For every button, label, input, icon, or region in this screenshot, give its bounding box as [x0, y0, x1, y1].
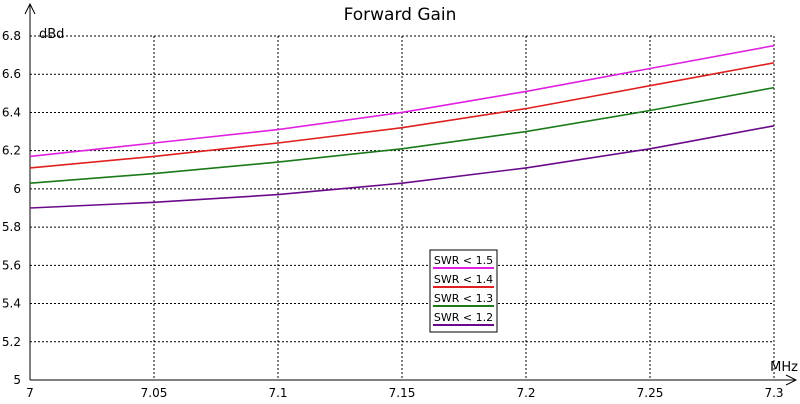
y-axis-label: dBd	[39, 27, 64, 42]
x-axis-arrow	[785, 374, 798, 386]
y-tick-label: 6.2	[2, 144, 21, 158]
y-tick-label: 5	[13, 373, 21, 387]
axes	[24, 2, 798, 386]
y-tick-label: 5.8	[2, 220, 21, 234]
legend-box	[429, 249, 498, 333]
x-axis-label: MHz	[770, 360, 798, 375]
x-tick-label: 7.2	[516, 386, 535, 400]
x-tick-label: 7.25	[637, 386, 664, 400]
x-tick-label: 7.1	[268, 386, 287, 400]
series-line	[29, 125, 775, 209]
y-axis-arrow	[24, 2, 36, 15]
y-tick-label: 6.6	[2, 67, 21, 81]
y-tick-labels: 5 5.2 5.4 5.6 5.8 6 6.2 6.4 6.6 6.8	[2, 29, 21, 387]
x-tick-label: 7	[26, 386, 34, 400]
series-line	[29, 44, 775, 158]
x-tick-label: 7.3	[764, 386, 783, 400]
legend: SWR < 1.5 SWR < 1.4 SWR < 1.3 SWR < 1.2	[429, 249, 498, 333]
x-tick-labels: 7 7.05 7.1 7.15 7.2 7.25 7.3	[26, 386, 783, 400]
series-line	[29, 86, 775, 184]
series-line	[29, 62, 775, 169]
chart-title: Forward Gain	[344, 5, 457, 25]
legend-label: SWR < 1.4	[434, 273, 493, 286]
legend-label: SWR < 1.5	[434, 254, 493, 267]
grid	[29, 35, 775, 381]
series-lines	[29, 44, 775, 209]
y-tick-label: 5.6	[2, 258, 21, 272]
x-tick-label: 7.05	[141, 386, 168, 400]
x-tick-label: 7.15	[389, 386, 416, 400]
y-tick-label: 5.4	[2, 297, 21, 311]
y-tick-label: 5.2	[2, 335, 21, 349]
legend-label: SWR < 1.3	[434, 292, 493, 305]
y-tick-label: 6.8	[2, 29, 21, 43]
legend-label: SWR < 1.2	[434, 311, 493, 324]
y-tick-label: 6.4	[2, 105, 21, 119]
y-tick-label: 6	[13, 182, 21, 196]
